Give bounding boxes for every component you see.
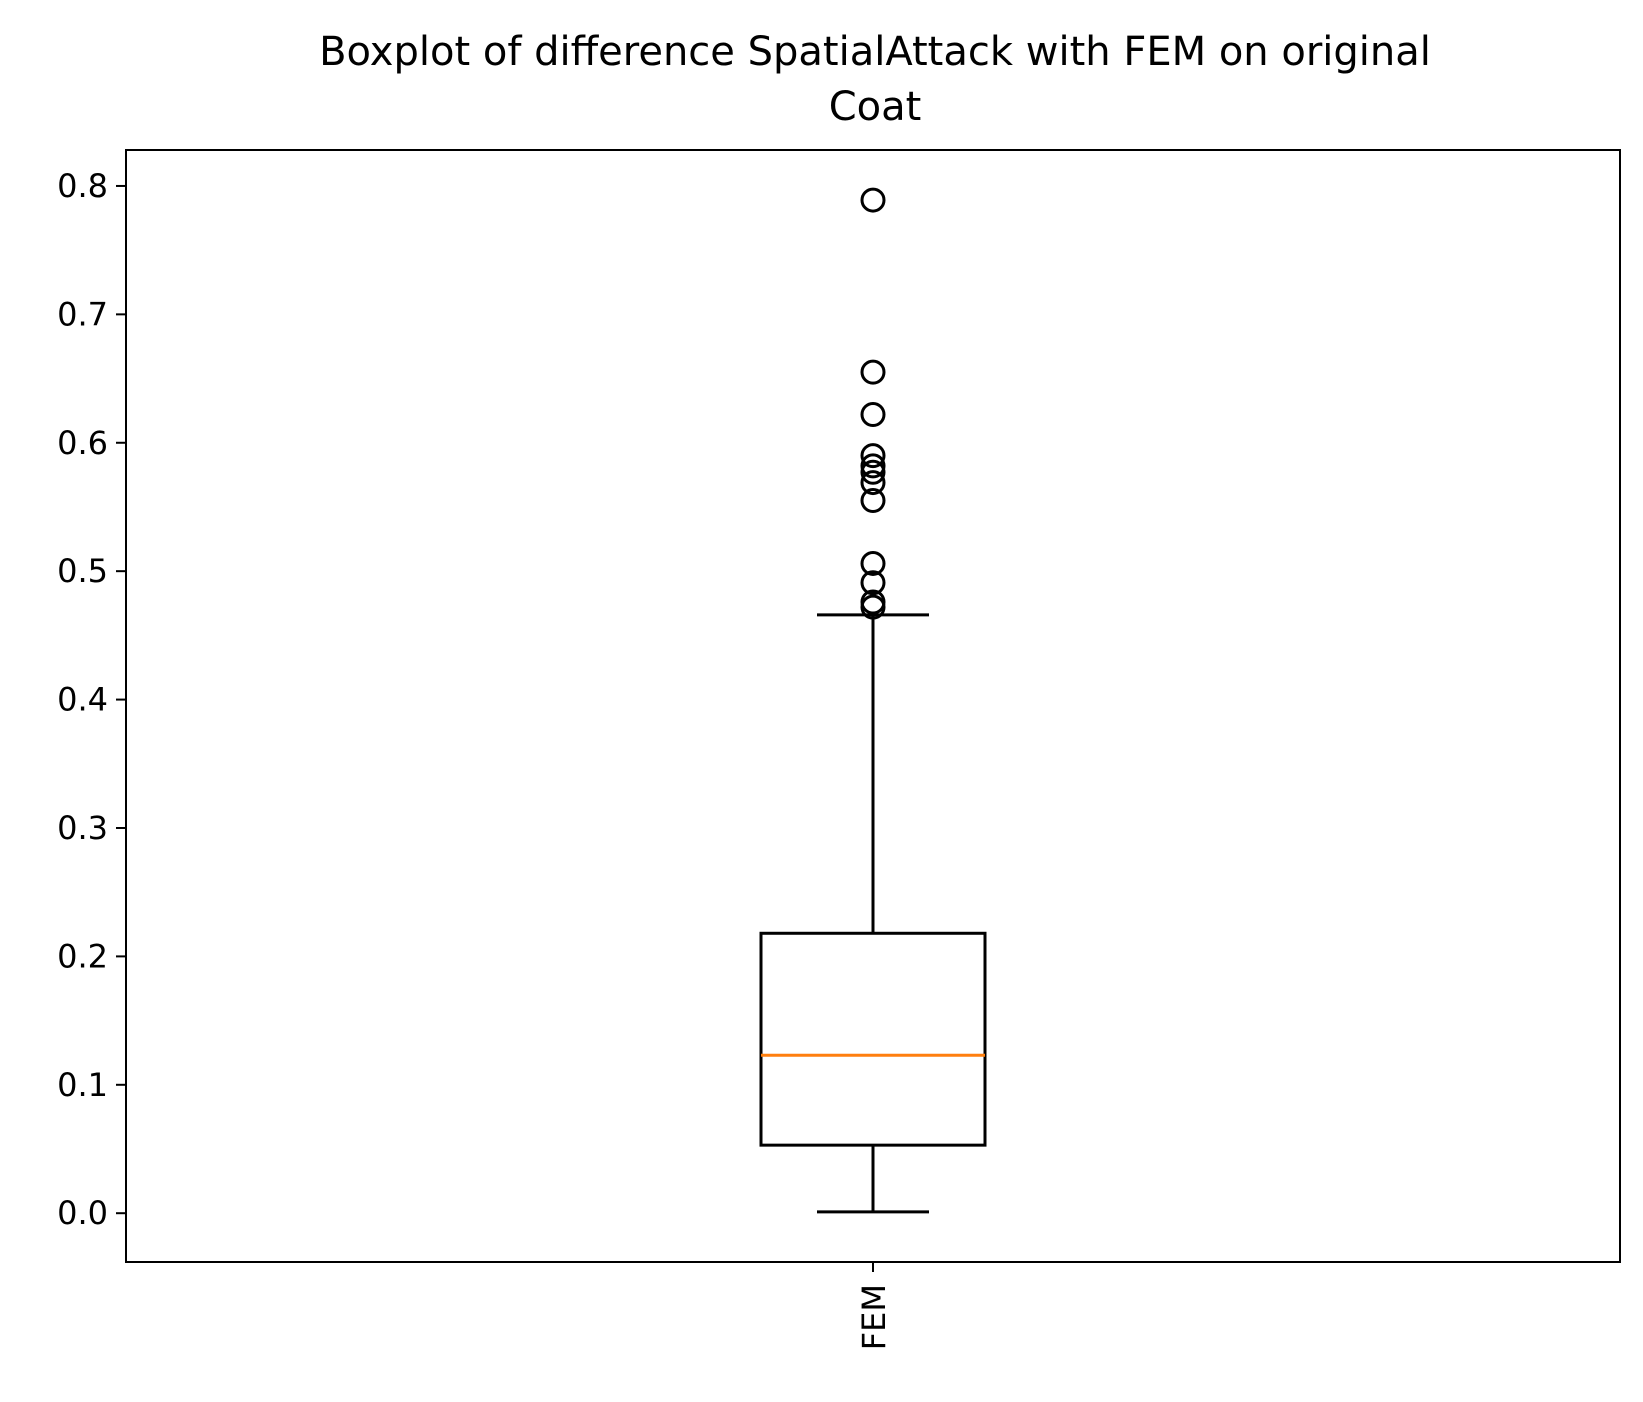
y-tick-label: 0.6	[57, 424, 108, 462]
y-tick-label: 0.3	[57, 809, 108, 847]
outlier-point	[860, 443, 886, 469]
outlier-point	[860, 459, 886, 485]
y-tick-label: 0.7	[57, 295, 108, 333]
y-tick-label: 0.4	[57, 681, 108, 719]
y-tick-label: 0.0	[57, 1194, 108, 1232]
chart-title-line-1: Boxplot of difference SpatialAttack with…	[319, 29, 1431, 75]
x-axis: FEM	[855, 1262, 893, 1350]
outlier-point	[860, 402, 886, 428]
outlier-point	[860, 594, 886, 620]
outlier-point	[860, 359, 886, 385]
iqr-box	[759, 931, 987, 1147]
x-tick-label: FEM	[855, 1284, 893, 1350]
y-tick-label: 0.8	[57, 167, 108, 205]
y-axis: 0.0 0.1 0.2 0.3 0.4 0.5 0.6 0.7 0.8	[57, 167, 126, 1232]
outlier-point	[860, 453, 886, 479]
box-series	[759, 187, 987, 1214]
outlier-point	[860, 470, 886, 496]
outlier-point	[860, 187, 886, 213]
y-tick-label: 0.1	[57, 1066, 108, 1104]
outlier-point	[860, 488, 886, 514]
outlier-point	[860, 550, 886, 576]
outlier-point	[860, 570, 886, 596]
y-tick-label: 0.5	[57, 552, 108, 590]
y-tick-label: 0.2	[57, 937, 108, 975]
chart-title-line-2: Coat	[829, 84, 922, 130]
